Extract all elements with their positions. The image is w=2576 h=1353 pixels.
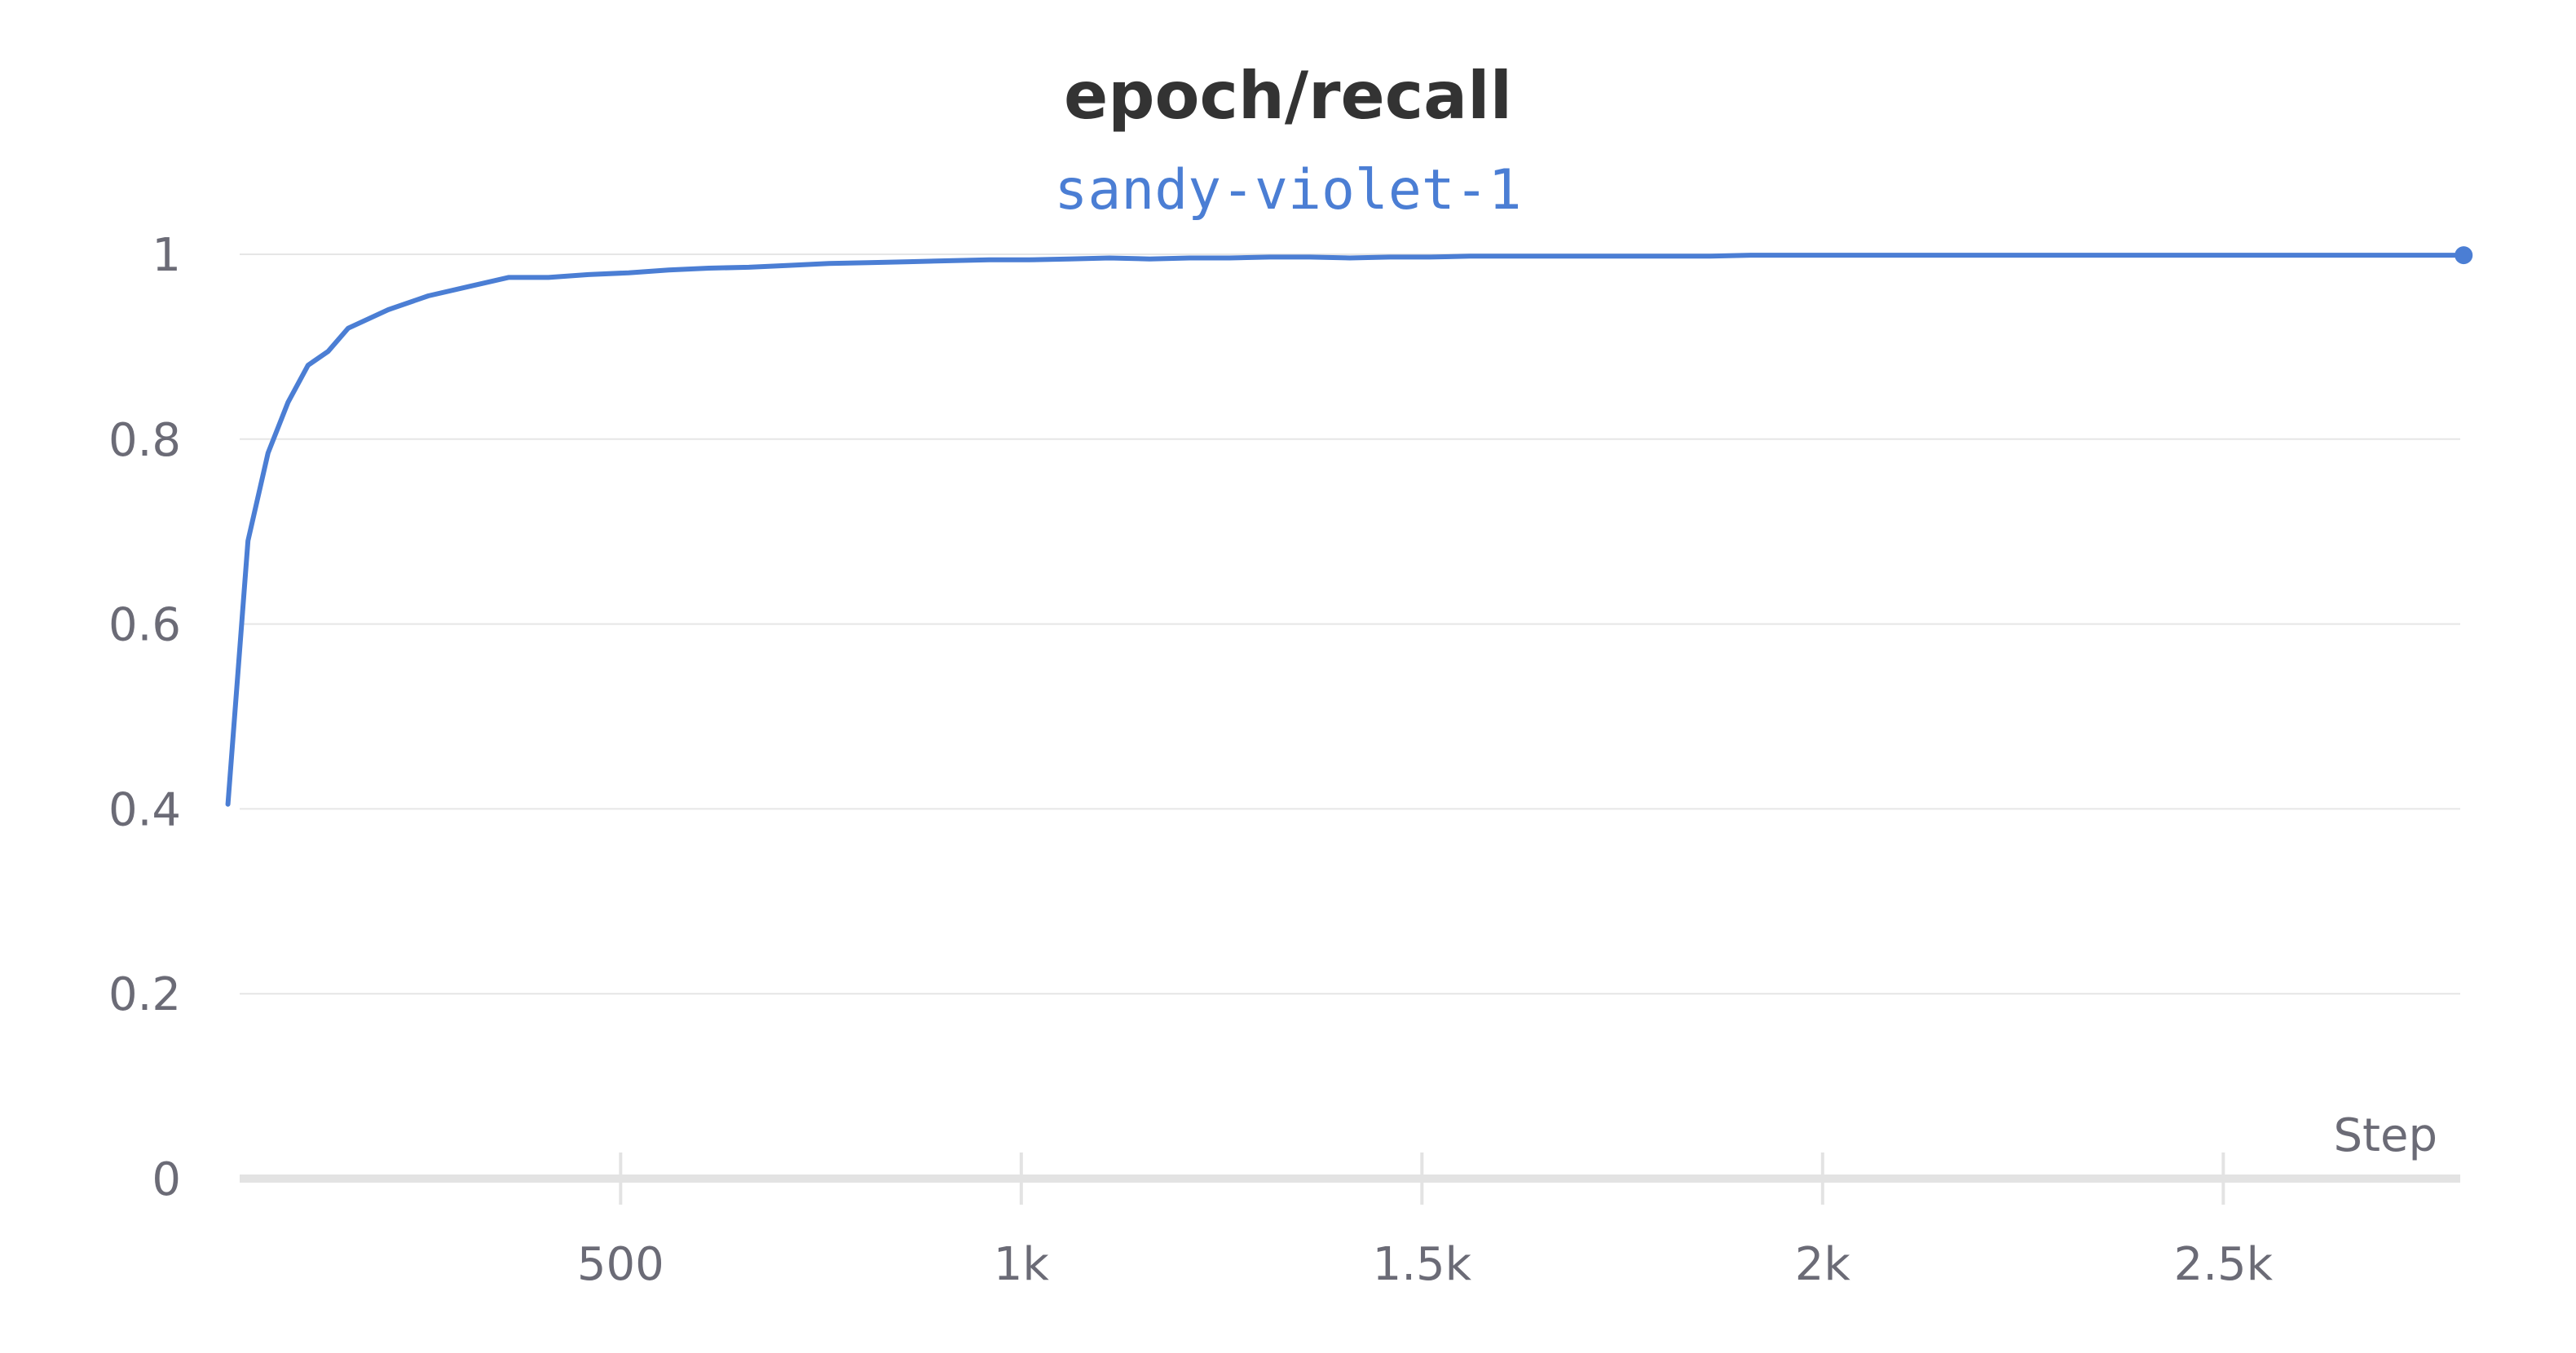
chart-title: epoch/recall	[1063, 58, 1513, 134]
tick-labels: 0 0.2 0.4 0.6 0.8 1 500 1k 1.5k 2k 2.5k	[108, 229, 2274, 1291]
grid-lines	[240, 253, 2460, 995]
series-layer	[225, 246, 2473, 807]
x-tick-label: 2k	[1795, 1238, 1851, 1291]
x-axis-label: Step	[2333, 1109, 2437, 1162]
y-tick-label: 1	[152, 229, 181, 282]
y-tick-label: 0	[152, 1153, 181, 1206]
y-tick-label: 0.4	[108, 783, 181, 836]
series-end-point	[2455, 246, 2473, 265]
axes	[240, 1152, 2460, 1205]
y-tick-label: 0.2	[108, 968, 181, 1021]
legend-series-label: sandy-violet-1	[1054, 158, 1522, 223]
y-tick-label: 0.6	[108, 599, 181, 652]
x-tick-label: 1.5k	[1373, 1238, 1472, 1291]
x-tick-label: 2.5k	[2174, 1238, 2274, 1291]
x-tick-label: 1k	[994, 1238, 1050, 1291]
x-tick-label: 500	[577, 1238, 664, 1291]
y-tick-label: 0.8	[108, 414, 181, 467]
series-line	[225, 253, 2467, 807]
